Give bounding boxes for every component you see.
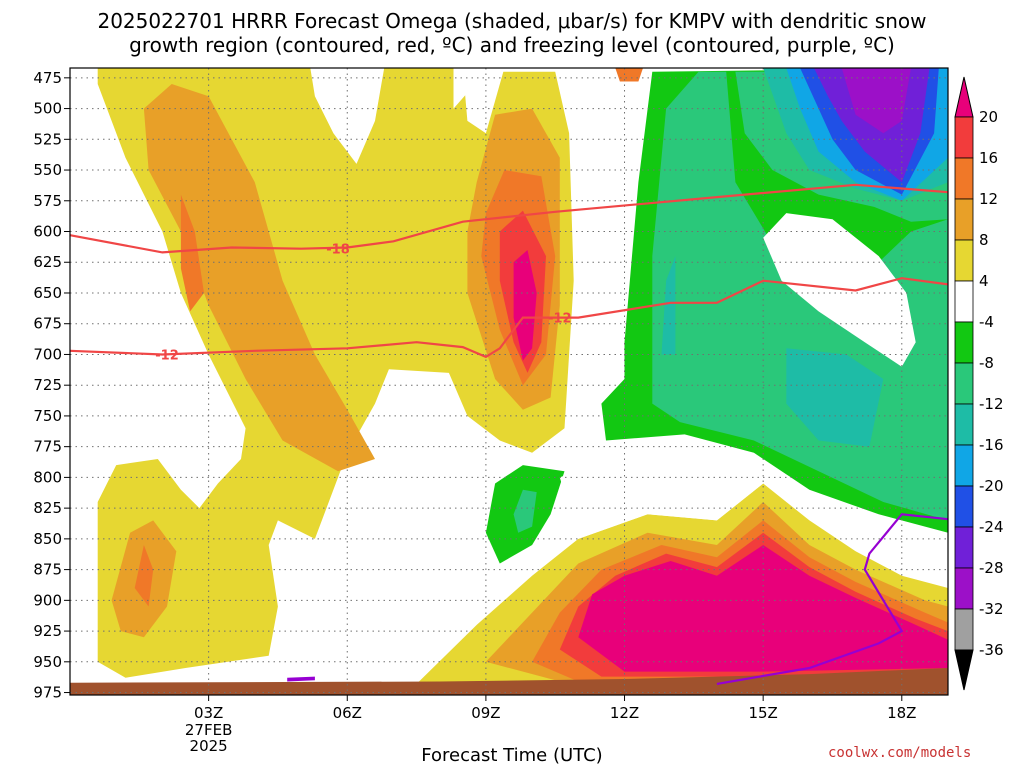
colorbar-tick-label: 4 — [979, 272, 989, 290]
plot-frame — [69, 67, 949, 696]
y-tick-label: 750 — [33, 407, 62, 425]
y-tick-label: 950 — [33, 653, 62, 671]
y-tick-label: 500 — [33, 100, 62, 118]
colorbar-segment — [954, 280, 974, 323]
colorbar-segment — [954, 444, 974, 487]
colorbar-segment — [954, 362, 974, 405]
contour-label: -18 — [326, 243, 350, 258]
shade-positive-12 — [180, 194, 204, 312]
shade-positive-20 — [513, 250, 537, 361]
contour-label: -12 — [548, 312, 572, 327]
ground-shading — [70, 668, 948, 695]
colorbar-tick-label: -32 — [979, 600, 1004, 618]
shade-neutral — [462, 68, 505, 134]
colorbar-tick-label: -24 — [979, 518, 1004, 536]
colorbar: 20 16 12 8 4 -4 -8 -12 -16 -20 -24 -28 -32 -36 — [954, 76, 1004, 691]
y-tick-label: 975 — [33, 684, 62, 702]
x-tick-label: 09Z — [471, 704, 500, 722]
y-tick-label: 525 — [33, 130, 62, 148]
colorbar-segment — [954, 321, 974, 364]
y-tick-label: 775 — [33, 438, 62, 456]
shade-negative-16 — [661, 256, 676, 355]
colorbar-segment — [954, 608, 974, 651]
shade-positive-8 — [143, 84, 375, 472]
y-tick-label: 600 — [33, 223, 62, 241]
colorbar-tick-label: 8 — [979, 231, 989, 249]
shade-positive-12 — [615, 68, 643, 82]
contour-line — [69, 183, 949, 254]
contour-label: -12 — [155, 348, 179, 363]
shade-negative-32 — [841, 68, 911, 134]
colorbar-tick-label: -28 — [979, 559, 1004, 577]
shade-neutral — [310, 68, 385, 164]
colorbar-segment — [954, 157, 974, 200]
chart-title-line2: growth region (contoured, red, ºC) and f… — [129, 33, 895, 57]
y-tick-label: 850 — [33, 530, 62, 548]
site-credit: coolwx.com/models — [828, 745, 972, 761]
shade-negative-16 — [786, 348, 884, 447]
y-tick-label: 725 — [33, 376, 62, 394]
y-tick-label: 875 — [33, 561, 62, 579]
colorbar-segment — [954, 116, 974, 159]
y-tick-label: 825 — [33, 499, 62, 517]
x-tick-label: 15Z — [748, 704, 777, 722]
colorbar-segment — [954, 567, 974, 610]
y-tick-label: 675 — [33, 315, 62, 333]
shade-positive-12 — [134, 545, 154, 607]
y-tick-label: 625 — [33, 253, 62, 271]
freezing-level-spot — [287, 676, 315, 682]
colorbar-tick-label: 16 — [979, 149, 998, 167]
colorbar-tick-label: -36 — [979, 641, 1004, 659]
colorbar-tick-label: -8 — [979, 354, 994, 372]
x-date-label: 27FEB — [185, 721, 232, 739]
colorbar-segment — [954, 239, 974, 282]
x-tick-label: 06Z — [333, 704, 362, 722]
colorbar-tick-label: -20 — [979, 477, 1004, 495]
shade-neutral — [559, 435, 791, 539]
x-tick-label: 03Z — [194, 704, 223, 722]
x-tick-label: 18Z — [887, 704, 916, 722]
contour-lines: -18 -12 -12 — [69, 183, 949, 685]
y-tick-label: 550 — [33, 161, 62, 179]
omega-shading — [70, 68, 948, 695]
y-tick-label: 575 — [33, 192, 62, 210]
grid-lines — [70, 68, 948, 695]
y-tick-label: 700 — [33, 345, 62, 363]
contour-line — [69, 277, 949, 359]
colorbar-segment — [954, 526, 974, 569]
colorbar-tick-label: -12 — [979, 395, 1004, 413]
y-tick-label: 475 — [33, 69, 62, 87]
colorbar-tick-label: 20 — [979, 108, 998, 126]
contour-line — [716, 513, 949, 685]
y-tick-label: 900 — [33, 591, 62, 609]
axes: 475 500 525 550 575 600 625 650 675 700 725 750 775 8… — [33, 67, 949, 755]
x-tick-label: 12Z — [610, 704, 639, 722]
colorbar-segment — [954, 403, 974, 446]
y-tick-label: 650 — [33, 284, 62, 302]
colorbar-cap-bottom — [954, 649, 974, 691]
shade-neutral — [763, 213, 916, 367]
colorbar-segment — [954, 485, 974, 528]
colorbar-tick-label: -4 — [979, 313, 994, 331]
x-date-label: 2025 — [190, 737, 228, 755]
colorbar-tick-label: 12 — [979, 190, 998, 208]
y-tick-label: 800 — [33, 468, 62, 486]
colorbar-segment — [954, 198, 974, 241]
colorbar-tick-label: -16 — [979, 436, 1004, 454]
shade-negative-12 — [513, 489, 537, 533]
x-axis-title: Forecast Time (UTC) — [421, 745, 603, 766]
y-tick-label: 925 — [33, 622, 62, 640]
chart-title-line1: 2025022701 HRRR Forecast Omega (shaded, … — [97, 9, 927, 33]
colorbar-cap-top — [954, 76, 974, 118]
